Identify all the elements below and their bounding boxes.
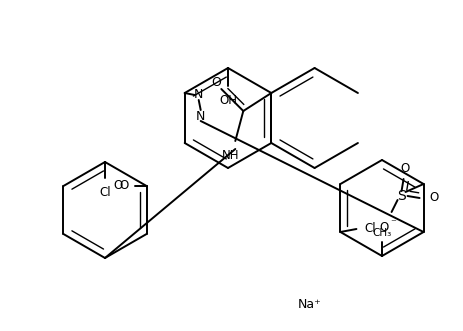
Text: Cl: Cl: [364, 221, 376, 234]
Text: N: N: [196, 110, 206, 122]
Text: OH: OH: [219, 94, 237, 107]
Text: N: N: [194, 87, 203, 101]
Text: O: O: [430, 192, 439, 205]
Text: O: O: [379, 221, 388, 234]
Text: Na⁺: Na⁺: [298, 299, 322, 311]
Text: ⁻: ⁻: [391, 218, 396, 228]
Text: NH: NH: [222, 149, 239, 162]
Text: CH₃: CH₃: [372, 228, 392, 238]
Text: S: S: [397, 189, 406, 203]
Text: O: O: [119, 179, 129, 193]
Text: O: O: [212, 76, 221, 89]
Text: O: O: [400, 163, 409, 175]
Text: O: O: [113, 179, 123, 193]
Text: Cl: Cl: [99, 186, 111, 199]
